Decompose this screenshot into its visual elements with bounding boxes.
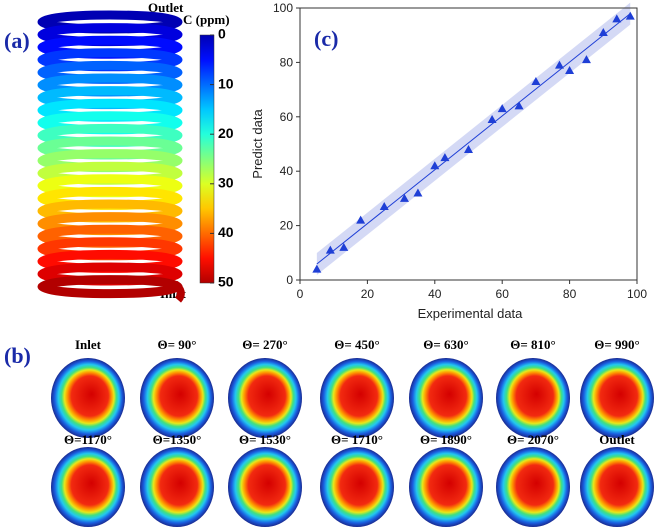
coil-turn [37, 275, 183, 299]
x-tick-label: 0 [297, 287, 304, 301]
cross-section [228, 358, 302, 438]
data-point [554, 60, 564, 69]
colorbar [199, 34, 215, 284]
cross-section [140, 358, 214, 438]
section-title: Inlet [75, 337, 102, 352]
data-point [581, 55, 591, 64]
data-point [531, 76, 541, 85]
data-point [612, 14, 622, 23]
panel-label: (c) [314, 26, 338, 51]
y-tick-label: 0 [286, 273, 293, 287]
colorbar-tick-label: 50 [218, 274, 234, 290]
panel-label: (b) [4, 343, 31, 368]
y-tick-label: 80 [280, 55, 294, 69]
data-point [625, 11, 635, 20]
section-title: Θ= 810° [510, 337, 555, 352]
cross-section [320, 358, 394, 438]
cross-section [496, 358, 570, 438]
data-point [497, 104, 507, 113]
colorbar-title: C (ppm) [183, 12, 230, 27]
coil-tail [172, 280, 185, 303]
fit-line [316, 13, 631, 265]
data-point [379, 202, 389, 211]
data-point [598, 27, 608, 36]
data-point [565, 66, 575, 75]
colorbar-tick-label: 20 [218, 125, 234, 141]
section-title: Θ= 990° [594, 337, 639, 352]
data-point [440, 153, 450, 162]
data-point [413, 188, 423, 197]
x-tick-label: 60 [496, 287, 510, 301]
colorbar-tick-label: 10 [218, 75, 234, 91]
section-title: Θ= 1890° [420, 432, 472, 447]
cross-section [496, 447, 570, 527]
cross-section [51, 358, 125, 438]
section-title: Θ= 450° [334, 337, 379, 352]
cross-section [51, 447, 125, 527]
x-tick-label: 20 [361, 287, 375, 301]
data-point [464, 144, 473, 153]
data-point [430, 161, 440, 170]
colorbar-tick-label: 40 [218, 224, 234, 240]
section-title: Θ=1170° [64, 432, 112, 447]
data-point [399, 193, 409, 202]
data-point [356, 215, 366, 224]
cross-section [409, 447, 483, 527]
cross-section [580, 358, 654, 438]
section-title: Outlet [599, 432, 635, 447]
cross-section [580, 447, 654, 527]
section-title: Θ= 270° [242, 337, 287, 352]
y-axis-label: Predict data [250, 109, 265, 179]
data-point [339, 242, 349, 251]
plot-frame [299, 7, 638, 281]
data-point [325, 245, 335, 254]
x-tick-label: 40 [428, 287, 442, 301]
cross-section [320, 447, 394, 527]
y-tick-label: 40 [280, 164, 294, 178]
data-point [487, 115, 497, 124]
section-title: Θ= 2070° [507, 432, 559, 447]
x-tick-label: 100 [627, 287, 647, 301]
section-title: Θ= 1710° [331, 432, 383, 447]
section-title: Θ=1350° [153, 432, 202, 447]
panel-label: (a) [4, 28, 30, 53]
section-title: Θ= 1530° [239, 432, 291, 447]
x-tick-label: 80 [563, 287, 577, 301]
colorbar-tick-label: 0 [218, 26, 226, 42]
colorbar-tick-label: 30 [218, 175, 234, 191]
x-axis-label: Experimental data [418, 306, 524, 321]
section-title: Θ= 630° [423, 337, 468, 352]
section-title: Θ= 90° [158, 337, 197, 352]
cross-section [228, 447, 302, 527]
outlet-label: Outlet [148, 0, 184, 15]
y-tick-label: 60 [280, 110, 294, 124]
y-tick-label: 20 [280, 219, 294, 233]
cross-section [409, 358, 483, 438]
data-point [514, 101, 524, 110]
cross-section [140, 447, 214, 527]
y-tick-label: 100 [273, 1, 293, 15]
data-point [312, 264, 322, 273]
